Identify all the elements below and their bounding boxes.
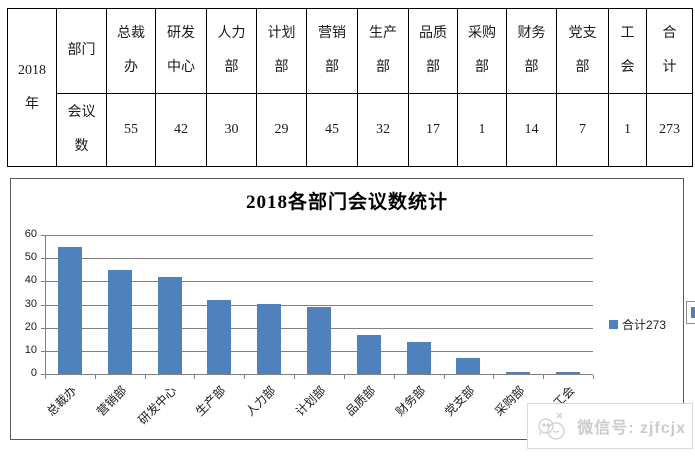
dept-value-cell: 32 [357, 93, 409, 167]
x-axis-category-label: 总裁办 [43, 383, 80, 419]
x-axis-category-label: 人力部 [242, 383, 279, 419]
y-axis-tick-label: 40 [24, 274, 37, 286]
bar-研发中心 [158, 277, 182, 374]
x-axis-category-label: 采购部 [491, 383, 528, 419]
dept-value-cell: 45 [306, 93, 358, 167]
dept-value-cell: 30 [206, 93, 257, 167]
dept-value-cell: 55 [106, 93, 156, 167]
y-axis-tick-label: 20 [24, 321, 37, 333]
dept-name-cell: 生产 部 [357, 8, 409, 94]
x-axis-category-label: 计划部 [292, 383, 329, 419]
dept-value-cell: 7 [556, 93, 609, 167]
gridline [41, 305, 593, 306]
x-axis-tick [194, 375, 195, 379]
meeting-stats-table: 2018 年 部门 总裁 办研发 中心 人力 部计划 部营销 部生产 部品质 部采… [7, 8, 693, 167]
x-axis-tick [45, 375, 46, 379]
gridline [41, 235, 593, 236]
meetings-row-header: 会议 数 [56, 93, 107, 167]
chart-container: 2018各部门会议数统计 0 10 20 30 40 50 60 总裁办 营销部 研发中心 生产部人… [10, 178, 684, 440]
x-axis-category-label: 生产部 [192, 383, 229, 419]
dept-value-cell: 42 [155, 93, 207, 167]
dept-name-cell: 总裁 办 [106, 8, 156, 94]
x-axis-category-label: 党支部 [441, 383, 478, 419]
dept-value-cell: 273 [646, 93, 693, 167]
bar-采购部 [506, 372, 530, 374]
wechat-mascot-icon [538, 412, 565, 440]
clipped-legend-fragment [686, 301, 695, 324]
bar-总裁办 [58, 247, 82, 374]
chart-legend: 合计273 [609, 316, 666, 333]
watermark: 微信号: zjfcjx [527, 403, 693, 449]
chart-title: 2018各部门会议数统计 [245, 192, 448, 213]
x-axis-tick [543, 375, 544, 379]
dept-name-cell: 营销 部 [306, 8, 358, 94]
x-axis-category-label: 财务部 [392, 383, 429, 419]
table-value-row: 会议 数 55 42 30 29 45 32 17 1 14 7 1 273 [8, 93, 693, 167]
x-axis-tick [593, 375, 594, 379]
bar-党支部 [456, 358, 480, 374]
x-axis-tick [444, 375, 445, 379]
y-axis-tick-label: 30 [24, 298, 37, 310]
gridline [41, 281, 593, 282]
bar-品质部 [357, 335, 381, 374]
dept-name-cell: 工 会 [608, 8, 647, 94]
dept-name-cell: 人力 部 [206, 8, 257, 94]
dept-name-cell: 党支 部 [556, 8, 609, 94]
dept-name-cell: 采购 部 [457, 8, 507, 94]
watermark-text: 微信号: zjfcjx [577, 420, 686, 437]
dept-name-cell: 研发 中心 [155, 8, 207, 94]
x-axis-category-label: 研发中心 [135, 383, 180, 428]
year-cell: 2018 年 [7, 8, 57, 167]
bar-财务部 [407, 342, 431, 374]
y-axis-tick-label: 60 [24, 228, 37, 240]
y-axis-tick-label: 0 [30, 367, 37, 379]
dept-name-cell: 合 计 [646, 8, 693, 94]
dept-value-cell: 1 [608, 93, 647, 167]
y-axis-tick-label: 10 [24, 344, 37, 356]
y-axis-tick-label: 50 [24, 251, 37, 263]
legend-label: 合计273 [622, 318, 667, 332]
dept-name-cell: 品质 部 [408, 8, 458, 94]
gridline [41, 258, 593, 259]
x-axis-tick [145, 375, 146, 379]
clipped-blue-mark [691, 307, 695, 318]
bar-生产部 [207, 300, 231, 374]
dept-value-cell: 17 [408, 93, 458, 167]
plot-area: 0 10 20 30 40 50 60 总裁办 营销部 研发中心 生产部 人力部 计划部 品质部 财务部 党支… [11, 179, 683, 439]
legend-swatch-icon [609, 320, 618, 329]
dept-row-header: 部门 [56, 8, 107, 94]
y-axis-line [45, 235, 46, 374]
bar-工会 [556, 372, 580, 374]
bar-人力部 [257, 304, 281, 374]
x-axis-tick [294, 375, 295, 379]
x-axis-tick [95, 375, 96, 379]
bar-计划部 [307, 307, 331, 374]
table-header-row: 2018 年 部门 总裁 办研发 中心 人力 部计划 部营销 部生产 部品质 部采… [7, 8, 693, 167]
dept-value-cell: 1 [457, 93, 507, 167]
x-axis-category-label: 品质部 [342, 383, 379, 419]
dept-value-cell: 29 [256, 93, 307, 167]
x-axis-tick [493, 375, 494, 379]
dept-value-cell: 14 [506, 93, 557, 167]
x-axis-category-label: 营销部 [93, 383, 130, 419]
x-axis-tick [344, 375, 345, 379]
dept-name-cell: 财务 部 [506, 8, 557, 94]
gridline [41, 374, 593, 375]
x-axis-tick [394, 375, 395, 379]
x-axis-tick [244, 375, 245, 379]
dept-name-cell: 计划 部 [256, 8, 307, 94]
bar-营销部 [108, 270, 132, 374]
